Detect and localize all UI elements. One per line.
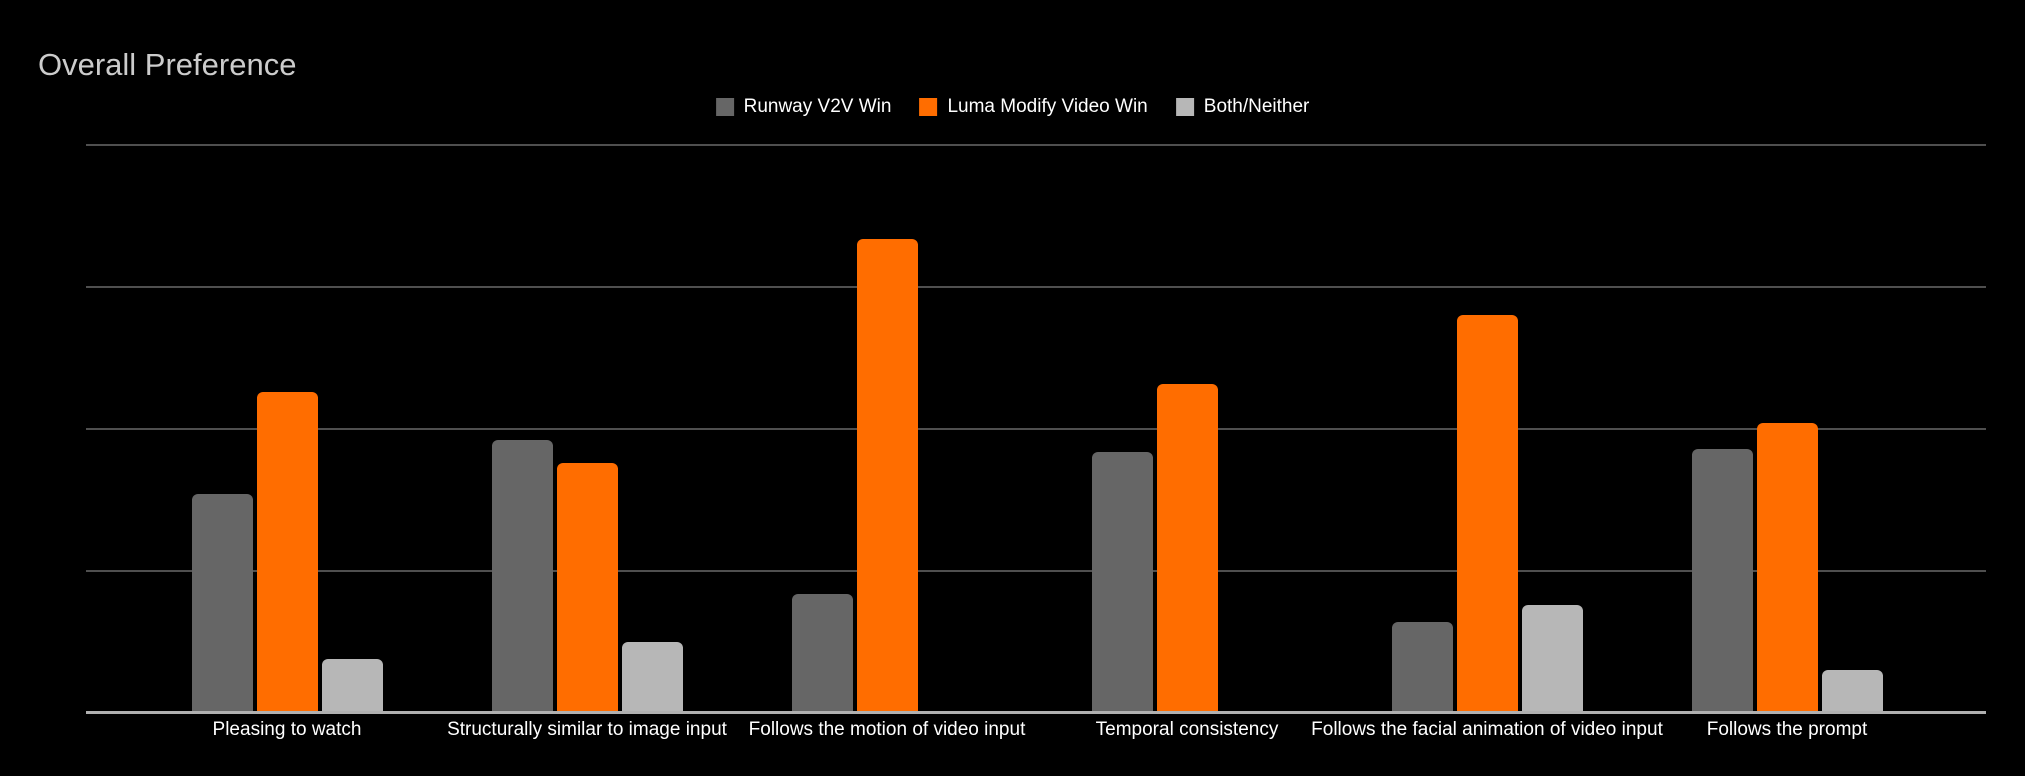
gridline [86,570,1986,572]
x-axis-label: Follows the prompt [1706,719,1868,740]
bar-series2-cat4[interactable] [1156,384,1218,713]
bar-series1-cat1[interactable] [191,494,253,713]
x-axis-label: Structurally similar to image input [447,719,727,740]
chart-title: Overall Preference [38,47,297,82]
legend-item-3: Both/Neither [1175,96,1310,118]
bar-series2-cat3[interactable] [856,239,918,713]
legend-label: Runway V2V Win [743,96,892,117]
gridline [86,428,1986,430]
legend-item-2: Luma Modify Video Win [919,96,1148,118]
legend-swatch-icon [919,98,938,116]
bar-series1-cat3[interactable] [791,594,853,713]
legend-item-1: Runway V2V Win [715,96,892,118]
bar-series3-cat6[interactable] [1821,670,1883,713]
x-axis-label: Temporal consistency [1095,719,1279,740]
bar-series3-cat5[interactable] [1521,605,1583,713]
bar-series1-cat5[interactable] [1391,622,1453,713]
bar-series3-cat2[interactable] [621,642,683,713]
bar-series3-cat1[interactable] [321,659,383,713]
bar-series2-cat6[interactable] [1756,423,1818,713]
bar-series2-cat5[interactable] [1456,315,1518,713]
bar-series1-cat4[interactable] [1091,452,1153,713]
bar-series2-cat2[interactable] [556,463,618,713]
x-axis-label: Pleasing to watch [212,719,362,740]
gridline [86,144,1986,146]
legend-label: Luma Modify Video Win [947,96,1148,117]
x-axis-label: Follows the motion of video input [748,719,1026,740]
legend-label: Both/Neither [1203,96,1310,117]
legend: Runway V2V Win Luma Modify Video Win Both/… [715,96,1310,118]
x-axis-label: Follows the facial animation of video in… [1311,719,1663,740]
x-axis-baseline [86,711,1986,714]
bar-series1-cat6[interactable] [1691,449,1753,713]
bar-series2-cat1[interactable] [256,392,318,713]
bar-series1-cat2[interactable] [491,440,553,713]
legend-swatch-icon [715,98,734,116]
legend-swatch-icon [1175,98,1194,116]
gridline [86,286,1986,288]
